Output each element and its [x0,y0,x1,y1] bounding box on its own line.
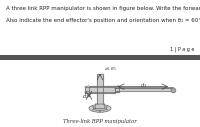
Polygon shape [89,86,119,92]
Text: $z_0,\theta_1$: $z_0,\theta_1$ [104,66,117,73]
Circle shape [106,109,108,110]
Polygon shape [95,104,105,108]
Polygon shape [115,88,171,91]
Circle shape [92,109,94,110]
Circle shape [93,106,107,111]
Circle shape [99,105,101,106]
Text: $d_2$: $d_2$ [82,92,88,101]
Text: Three-link RPP manipulator: Three-link RPP manipulator [63,119,137,124]
Text: Also indicate the end effector's position and orientation when θ₁ = 60°, d₂ = 5 : Also indicate the end effector's positio… [6,18,200,23]
Text: 1 | P a g e: 1 | P a g e [170,46,194,52]
Polygon shape [85,87,115,93]
Circle shape [99,111,101,112]
Text: A three link RPP manipulator is shown in figure below. Write the forward kinemat: A three link RPP manipulator is shown in… [6,5,200,11]
Circle shape [89,104,111,112]
Polygon shape [97,74,103,104]
Text: $d_3$: $d_3$ [140,81,146,90]
Bar [0,55,200,60]
